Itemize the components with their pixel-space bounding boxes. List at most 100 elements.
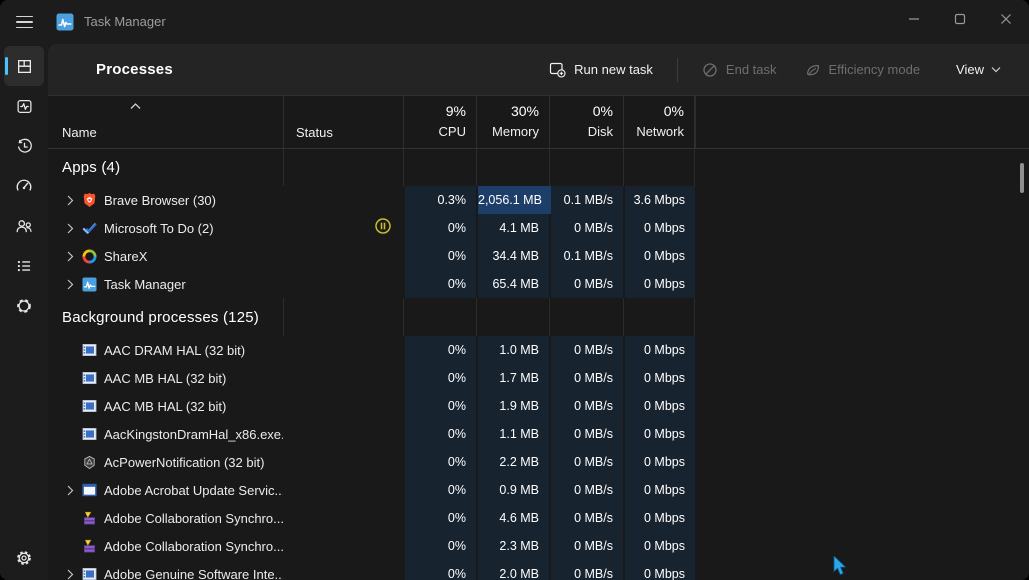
main-panel: Processes Run new task	[48, 44, 1029, 580]
process-name: ShareX	[104, 248, 148, 264]
table-row-aac-mb-hal-1[interactable]: AAC MB HAL (32 bit) 0% 1.7 MB 0 MB/s 0 M…	[48, 364, 1029, 392]
table-row-acpowernotification[interactable]: AcPowerNotification (32 bit) 0% 2.2 MB 0…	[48, 448, 1029, 476]
expand-chevron-icon[interactable]	[62, 276, 78, 292]
network-value: 0 Mbps	[625, 242, 695, 270]
table-row-aac-dram-hal[interactable]: AAC DRAM HAL (32 bit) 0% 1.0 MB 0 MB/s 0…	[48, 336, 1029, 364]
process-name: AAC DRAM HAL (32 bit)	[104, 342, 246, 358]
vertical-scrollbar-thumb[interactable]	[1020, 163, 1024, 193]
network-value: 0 Mbps	[625, 214, 695, 242]
sidebar-item-startup-apps[interactable]	[4, 166, 44, 206]
table-row-microsoft-to-do[interactable]: Microsoft To Do (2) 0% 4.1 MB 0 MB/s 0 M…	[48, 214, 1029, 242]
sidebar-item-performance[interactable]	[4, 86, 44, 126]
column-header-network[interactable]: 0% Network	[623, 96, 695, 148]
expand-chevron-icon[interactable]	[62, 482, 78, 498]
network-value: 0 Mbps	[625, 560, 695, 580]
run-new-task-button[interactable]: Run new task	[539, 55, 663, 84]
table-row-brave-browser[interactable]: Brave Browser (30) 0.3% 2,056.1 MB 0.1 M…	[48, 186, 1029, 214]
memory-value: 2,056.1 MB	[478, 186, 552, 214]
processes-icon	[17, 59, 31, 73]
disk-value: 0 MB/s	[551, 476, 623, 504]
network-value: 0 Mbps	[625, 420, 695, 448]
column-header-disk[interactable]: 0% Disk	[549, 96, 623, 148]
sidebar-item-users[interactable]	[4, 206, 44, 246]
group-header-apps[interactable]: Apps (4)	[48, 149, 1029, 186]
efficiency-leaf-icon	[806, 64, 819, 75]
generic-app-icon	[81, 426, 97, 442]
process-name: Task Manager	[104, 276, 186, 292]
toolbar: Processes Run new task	[48, 44, 1029, 95]
network-value: 0 Mbps	[625, 504, 695, 532]
table-header-row: Name Status 9% CPU 30% Memory 0% Disk	[48, 96, 1029, 149]
disk-value: 0 MB/s	[551, 448, 623, 476]
table-row-sharex[interactable]: ShareX 0% 34.4 MB 0.1 MB/s 0 Mbps	[48, 242, 1029, 270]
brave-icon	[81, 192, 97, 208]
expand-chevron-icon[interactable]	[62, 192, 78, 208]
process-table: Name Status 9% CPU 30% Memory 0% Disk	[48, 95, 1029, 580]
memory-value: 1.7 MB	[478, 364, 549, 392]
run-new-task-label: Run new task	[574, 62, 653, 77]
expand-chevron-icon[interactable]	[62, 248, 78, 264]
cpu-value: 0%	[405, 214, 476, 242]
minimize-button[interactable]	[891, 0, 937, 38]
sidebar-item-processes[interactable]	[4, 46, 44, 86]
network-value: 0 Mbps	[625, 364, 695, 392]
view-dropdown-button[interactable]: View	[946, 56, 1011, 83]
disk-value: 0 MB/s	[551, 504, 623, 532]
expand-chevron-icon[interactable]	[62, 220, 78, 236]
hamburger-menu-button[interactable]	[12, 10, 36, 34]
sharex-icon	[81, 248, 97, 264]
end-task-button[interactable]: End task	[692, 56, 787, 84]
maximize-button[interactable]	[937, 0, 983, 38]
sidebar-item-settings[interactable]	[4, 538, 44, 578]
adobe-collab-icon	[81, 538, 97, 554]
disk-value: 0.1 MB/s	[551, 242, 623, 270]
disk-value: 0 MB/s	[551, 560, 623, 580]
disk-value: 0 MB/s	[551, 392, 623, 420]
adobe-acrobat-update-icon	[81, 482, 97, 498]
efficiency-mode-button[interactable]: Efficiency mode	[795, 56, 931, 84]
expand-chevron-icon[interactable]	[62, 566, 78, 580]
end-task-icon	[703, 62, 717, 77]
column-header-filler	[695, 96, 1029, 148]
sidebar-item-services[interactable]	[4, 286, 44, 326]
window-title: Task Manager	[84, 14, 166, 29]
cpu-value: 0%	[405, 560, 476, 580]
table-row-aac-mb-hal-2[interactable]: AAC MB HAL (32 bit) 0% 1.9 MB 0 MB/s 0 M…	[48, 392, 1029, 420]
toolbar-separator	[676, 57, 678, 82]
cpu-value: 0%	[405, 242, 476, 270]
table-row-task-manager[interactable]: Task Manager 0% 65.4 MB 0 MB/s 0 Mbps	[48, 270, 1029, 298]
memory-value: 2.3 MB	[478, 532, 549, 560]
column-header-status[interactable]: Status	[283, 96, 403, 148]
process-name: Adobe Collaboration Synchro...	[104, 510, 283, 526]
memory-value: 1.0 MB	[478, 336, 549, 364]
process-name: AAC MB HAL (32 bit)	[104, 398, 227, 414]
table-row-adobe-acrobat-update[interactable]: Adobe Acrobat Update Servic... 0% 0.9 MB…	[48, 476, 1029, 504]
process-name: Adobe Collaboration Synchro...	[104, 538, 283, 554]
cpu-value: 0%	[405, 392, 476, 420]
cpu-value: 0%	[405, 336, 476, 364]
users-icon	[16, 220, 32, 233]
table-row-adobe-collab-2[interactable]: Adobe Collaboration Synchro... 0% 2.3 MB…	[48, 532, 1029, 560]
column-header-cpu[interactable]: 9% CPU	[403, 96, 476, 148]
table-row-adobe-collab-1[interactable]: Adobe Collaboration Synchro... 0% 4.6 MB…	[48, 504, 1029, 532]
task-manager-app-icon	[56, 13, 74, 31]
startup-gauge-icon	[16, 179, 32, 191]
sidebar-item-app-history[interactable]	[4, 126, 44, 166]
details-list-icon	[17, 261, 31, 272]
group-header-background-processes[interactable]: Background processes (125)	[48, 298, 1029, 336]
disk-value: 0 MB/s	[551, 214, 623, 242]
memory-value: 2.2 MB	[478, 448, 549, 476]
disk-value: 0 MB/s	[551, 532, 623, 560]
table-row-aackingston-dramhal[interactable]: AacKingstonDramHal_x86.exe... 0% 1.1 MB …	[48, 420, 1029, 448]
view-label: View	[956, 62, 984, 77]
column-header-name[interactable]: Name	[48, 96, 283, 148]
network-value: 0 Mbps	[625, 336, 695, 364]
table-row-adobe-genuine[interactable]: Adobe Genuine Software Inte... 0% 2.0 MB…	[48, 560, 1029, 580]
sidebar-item-details[interactable]	[4, 246, 44, 286]
chevron-down-icon	[991, 67, 1001, 73]
column-header-memory[interactable]: 30% Memory	[476, 96, 549, 148]
close-button[interactable]	[983, 0, 1029, 38]
acpower-icon	[81, 454, 97, 470]
memory-value: 65.4 MB	[478, 270, 549, 298]
memory-value: 4.6 MB	[478, 504, 549, 532]
